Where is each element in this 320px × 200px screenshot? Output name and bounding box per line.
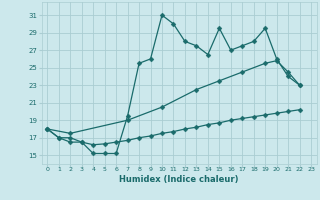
X-axis label: Humidex (Indice chaleur): Humidex (Indice chaleur) [119, 175, 239, 184]
